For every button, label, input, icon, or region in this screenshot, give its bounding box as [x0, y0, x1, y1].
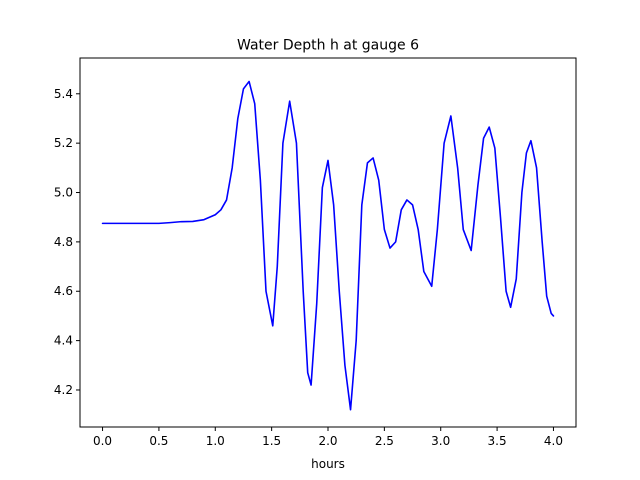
- series-line: [101, 80, 555, 411]
- x-tick-label: 0.0: [93, 434, 112, 448]
- plot-area: [101, 80, 555, 411]
- y-tick-label: 5.0: [54, 186, 73, 200]
- y-axis-ticks: 4.2 4.4 4.6 4.8 5.0 5.2 5.4: [54, 87, 80, 397]
- y-tick-label: 4.8: [54, 235, 73, 249]
- y-tick-label: 4.6: [54, 284, 73, 298]
- y-tick-label: 4.4: [54, 334, 73, 348]
- x-tick-label: 0.5: [149, 434, 168, 448]
- x-tick-label: 1.5: [262, 434, 281, 448]
- y-tick-label: 5.2: [54, 136, 73, 150]
- x-axis-label: hours: [311, 457, 345, 471]
- x-tick-label: 3.5: [488, 434, 507, 448]
- chart-title: Water Depth h at gauge 6: [237, 38, 419, 54]
- x-tick-label: 1.0: [206, 434, 225, 448]
- x-tick-label: 2.5: [375, 434, 394, 448]
- y-tick-label: 4.2: [54, 383, 73, 397]
- x-tick-label: 3.0: [431, 434, 450, 448]
- y-tick-label: 5.4: [54, 87, 73, 101]
- x-tick-label: 4.0: [544, 434, 563, 448]
- x-tick-label: 2.0: [318, 434, 337, 448]
- x-axis-ticks: 0.0 0.5 1.0 1.5 2.0 2.5 3.0 3.5 4.0: [93, 427, 563, 448]
